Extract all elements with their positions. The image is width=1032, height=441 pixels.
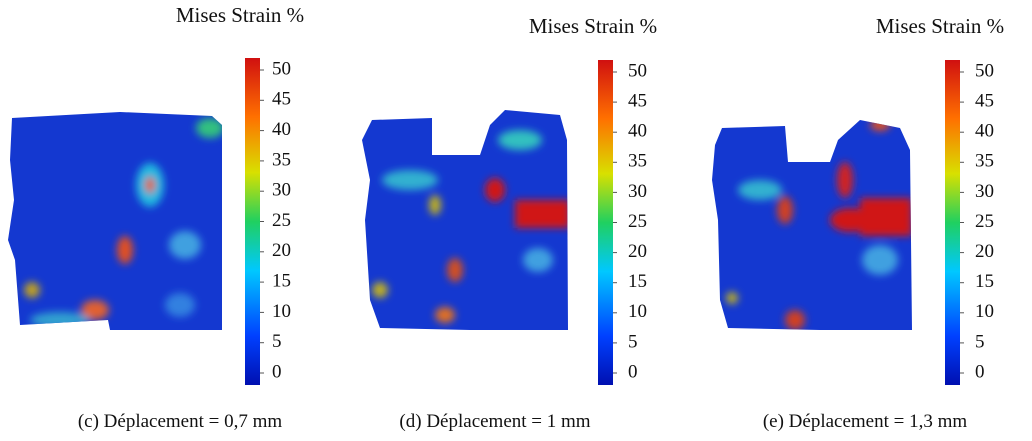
colorbar-title: Mises Strain % — [529, 14, 657, 38]
strain-map — [8, 112, 222, 330]
colorbar-tick-label: 20 — [628, 241, 647, 262]
colorbar-tick-label: 10 — [975, 301, 994, 322]
colorbar-tick-label: 45 — [975, 90, 994, 111]
caption: (c) Déplacement = 0,7 mm — [78, 411, 283, 432]
colorbar-tick-label: 50 — [628, 60, 647, 81]
colorbar-tick-label: 35 — [975, 151, 994, 172]
colorbar-title: Mises Strain % — [876, 14, 1004, 38]
caption: (d) Déplacement = 1 mm — [399, 411, 590, 432]
colorbar-tick-label: 25 — [272, 210, 291, 231]
colorbar-tick-label: 5 — [975, 331, 985, 352]
strain-map — [712, 120, 912, 330]
colorbar-tick-label: 25 — [628, 211, 647, 232]
colorbar-tick-label: 40 — [975, 121, 994, 142]
colorbar-tick-label: 20 — [975, 241, 994, 262]
colorbar-tick-label: 30 — [272, 180, 291, 201]
colorbar-tick-label: 35 — [628, 151, 647, 172]
colorbar-tick-label: 15 — [975, 271, 994, 292]
colorbar — [245, 58, 260, 385]
colorbar-tick-label: 45 — [272, 89, 291, 110]
strain-map — [362, 110, 568, 330]
colorbar-tick-label: 0 — [628, 361, 638, 382]
colorbar-tick-label: 25 — [975, 211, 994, 232]
colorbar-tick-label: 50 — [272, 58, 291, 79]
colorbar-tick-label: 35 — [272, 149, 291, 170]
colorbar — [945, 60, 960, 385]
colorbar-tick-label: 5 — [272, 331, 282, 352]
colorbar-tick-label: 5 — [628, 331, 638, 352]
colorbar-tick-label: 30 — [628, 181, 647, 202]
colorbar-tick-label: 10 — [628, 301, 647, 322]
colorbar-tick-label: 40 — [272, 119, 291, 140]
colorbar-tick-label: 45 — [628, 90, 647, 111]
colorbar-tick-label: 0 — [272, 361, 282, 382]
colorbar-title: Mises Strain % — [176, 3, 304, 27]
colorbar-tick-label: 50 — [975, 60, 994, 81]
colorbar-tick-label: 0 — [975, 361, 985, 382]
colorbar-tick-label: 10 — [272, 301, 291, 322]
colorbar-tick-label: 40 — [628, 121, 647, 142]
caption: (e) Déplacement = 1,3 mm — [763, 411, 968, 432]
colorbar-tick-label: 15 — [272, 270, 291, 291]
colorbar-tick-label: 15 — [628, 271, 647, 292]
colorbar — [598, 60, 613, 385]
colorbar-tick-label: 20 — [272, 240, 291, 261]
colorbar-tick-label: 30 — [975, 181, 994, 202]
